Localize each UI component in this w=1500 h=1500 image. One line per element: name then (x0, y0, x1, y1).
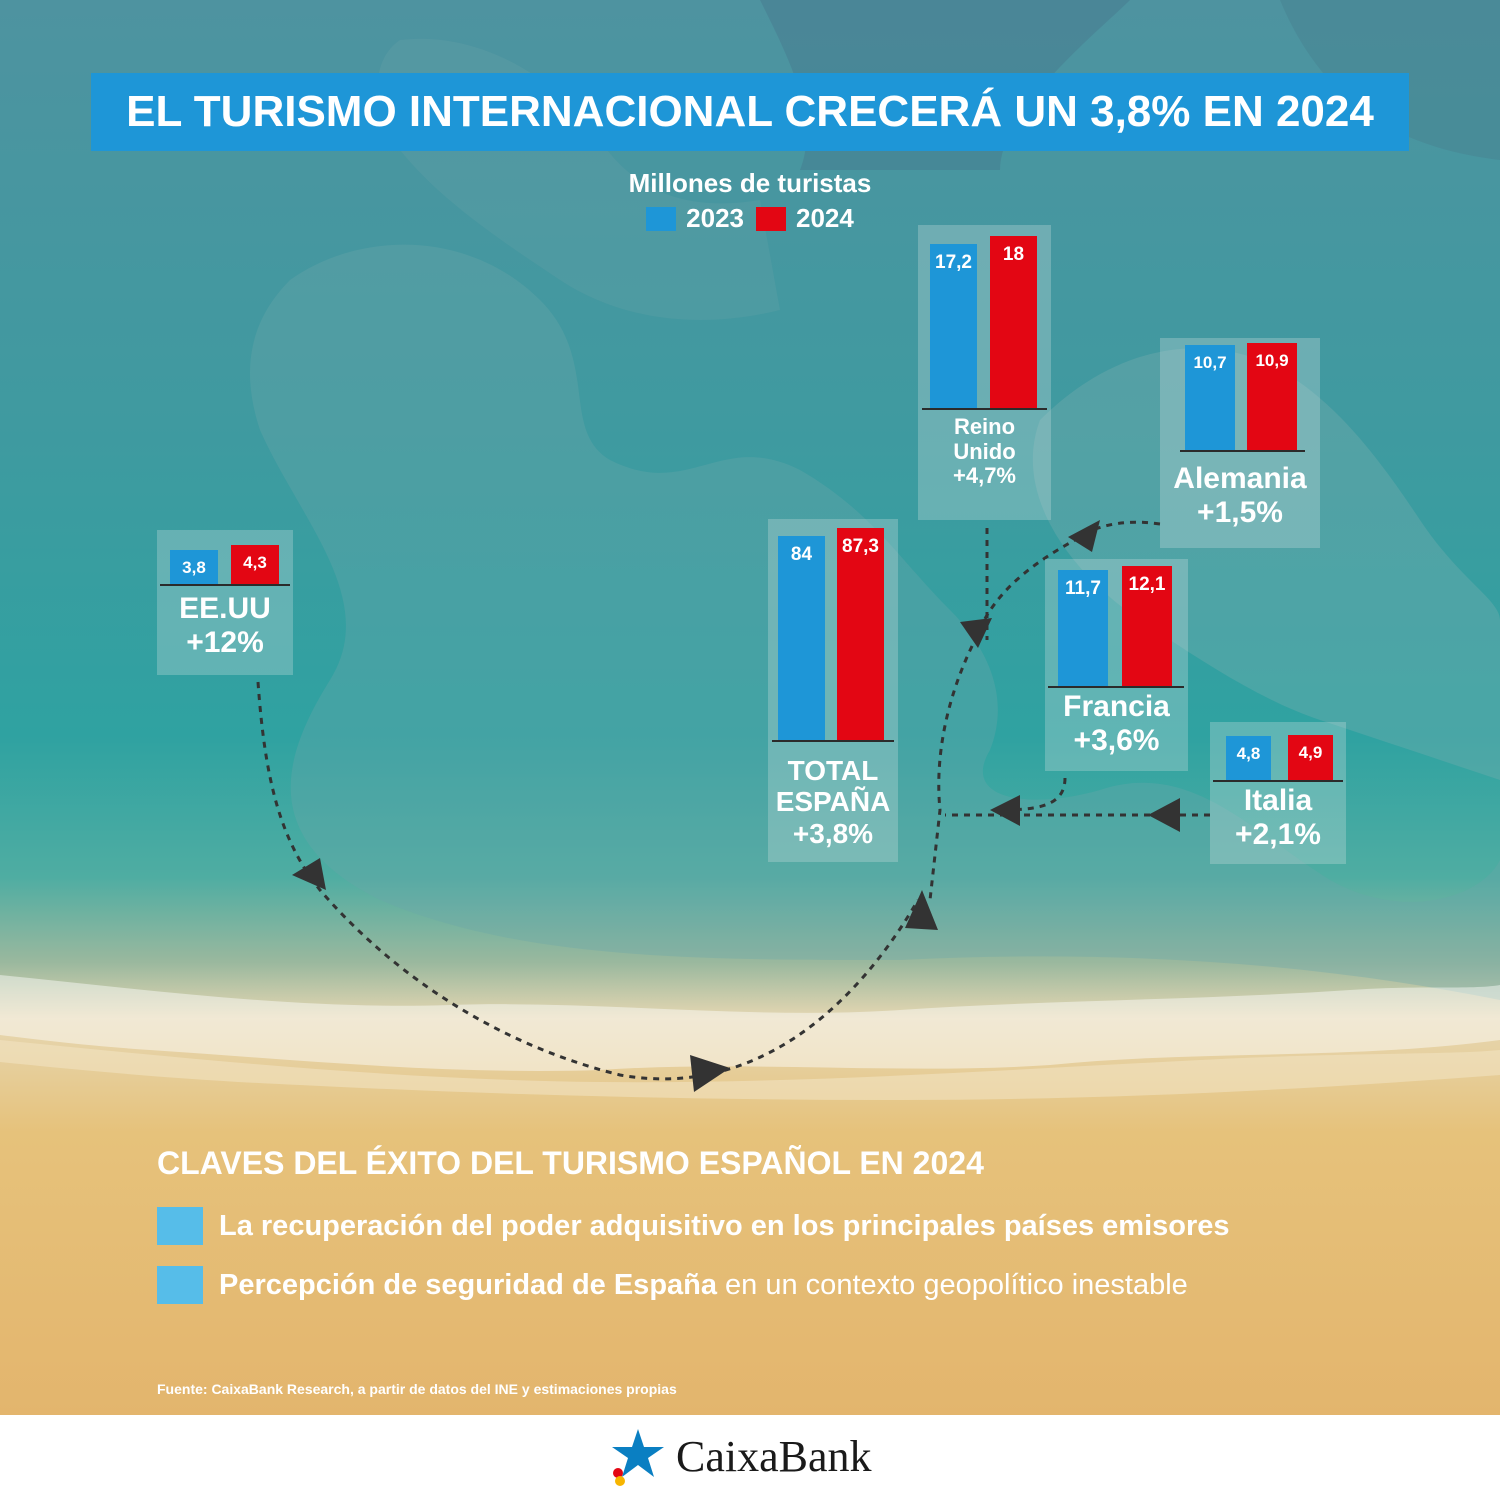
bar-value-label: 84 (790, 544, 813, 565)
key-bullet-square (157, 1207, 203, 1245)
bar-alemania-2023 (1185, 344, 1235, 450)
market-name-line: TOTAL (787, 755, 879, 786)
legend-swatch-2023 (646, 206, 677, 231)
legend-item-2024: 2024 (756, 203, 854, 234)
bar-eeuu-2024 (231, 545, 279, 584)
arrowhead (690, 1055, 730, 1092)
bar-reino-unido-2023 (930, 243, 977, 408)
market-label-total: TOTAL ESPAÑA +3,8% (768, 755, 898, 849)
chart-baseline (1213, 780, 1343, 782)
arrowhead (1068, 520, 1100, 552)
bar-alemania-2024 (1247, 343, 1297, 450)
legend-label-2024: 2024 (796, 203, 854, 233)
market-label-reino-unido: Reino Unido +4,7% (918, 414, 1051, 489)
caixabank-logo: CaixaBank (604, 1425, 872, 1487)
bar-value-label: 87,3 (842, 536, 879, 557)
market-label-alemania: Alemania +1,5% (1160, 462, 1320, 529)
keys-title: CLAVES DEL ÉXITO DEL TURISMO ESPAÑOL EN … (157, 1145, 984, 1181)
bar-francia-2023 (1058, 569, 1108, 686)
chart-legend: Millones de turistas 2023 2024 (560, 168, 940, 234)
arrowhead (292, 858, 326, 890)
market-growth: +3,8% (792, 817, 874, 849)
market-name-line: Unido (953, 438, 1016, 464)
bar-italia-2023 (1226, 735, 1271, 780)
bar-total-2024 (837, 528, 884, 740)
bar-italia-2024 (1288, 735, 1333, 780)
bar-value-label: 10,9 (1255, 351, 1289, 370)
bar-value-label: 4,9 (1298, 743, 1323, 762)
arrowhead (990, 795, 1020, 826)
chart-baseline (922, 408, 1047, 410)
bar-value-label: 3,8 (182, 557, 206, 577)
route-eeuu (256, 681, 920, 1081)
market-growth: +4,7% (953, 463, 1016, 489)
arrowhead (1148, 798, 1180, 832)
bar-francia-2024 (1122, 566, 1172, 686)
key-item: La recuperación del poder adquisitivo en… (157, 1207, 1230, 1245)
market-label-eeuu: EE.UU +12% (157, 592, 293, 659)
source-note: Fuente: CaixaBank Research, a partir de … (157, 1381, 677, 1397)
bar-value-label: 4,3 (243, 553, 267, 572)
legend-label-2023: 2023 (686, 203, 744, 233)
bar-total-2023 (778, 536, 825, 740)
sea-shape (0, 0, 1500, 160)
market-growth: +2,1% (1235, 817, 1321, 851)
key-text: Percepción de seguridad de España en un … (219, 1269, 1188, 1302)
chart-baseline (1180, 450, 1305, 452)
market-name-line: Francia (1063, 690, 1170, 723)
route-arrowheads (292, 520, 1180, 1092)
market-name-line: Italia (1243, 784, 1313, 817)
key-text-light: en un contexto geopolítico inestable (717, 1268, 1188, 1301)
legend-swatch-2024 (756, 206, 786, 231)
legend-items: 2023 2024 (560, 203, 940, 234)
bar-value-label: 12,1 (1128, 574, 1166, 595)
market-name-line: ESPAÑA (775, 786, 891, 818)
bar-eeuu-2023 (170, 549, 218, 584)
bar-value-label: 18 (1002, 244, 1025, 265)
bar-value-label: 17,2 (935, 251, 972, 273)
key-item: Percepción de seguridad de España en un … (157, 1266, 1188, 1304)
key-text-strong: Percepción de seguridad de España (219, 1268, 717, 1301)
market-growth: +1,5% (1197, 495, 1283, 529)
market-label-francia: Francia +3,6% (1045, 690, 1188, 757)
key-text-strong: La recuperación del poder adquisitivo en… (219, 1209, 1230, 1242)
legend-title: Millones de turistas (628, 168, 872, 198)
legend-item-2023: 2023 (646, 203, 744, 234)
chart-baseline (160, 584, 290, 586)
market-growth: +12% (186, 625, 264, 659)
logo-text: CaixaBank (676, 1431, 872, 1481)
bar-value-label: 10,7 (1193, 352, 1227, 372)
arrowhead (905, 890, 938, 930)
arrowhead (960, 618, 992, 648)
background-scene (0, 0, 1500, 1415)
surf-foam (0, 1040, 1500, 1100)
market-growth: +3,6% (1073, 723, 1160, 757)
bar-value-label: 4,8 (1236, 743, 1261, 763)
market-label-italia: Italia +2,1% (1210, 784, 1346, 851)
key-text: La recuperación del poder adquisitivo en… (219, 1210, 1230, 1243)
chart-baseline (772, 740, 894, 742)
page-title: EL TURISMO INTERNACIONAL CRECERÁ UN 3,8%… (91, 73, 1409, 151)
key-bullet-square (157, 1266, 203, 1304)
market-name-line: EE.UU (179, 592, 271, 625)
market-name-line: Alemania (1173, 462, 1307, 495)
chart-baseline (1048, 686, 1184, 688)
star-icon (612, 1429, 664, 1486)
bar-reino-unido-2024 (990, 236, 1037, 408)
surf-foam (0, 975, 1500, 1071)
market-name-line: Reino (953, 414, 1016, 439)
land-shape (1032, 348, 1500, 780)
bar-value-label: 11,7 (1065, 577, 1101, 599)
